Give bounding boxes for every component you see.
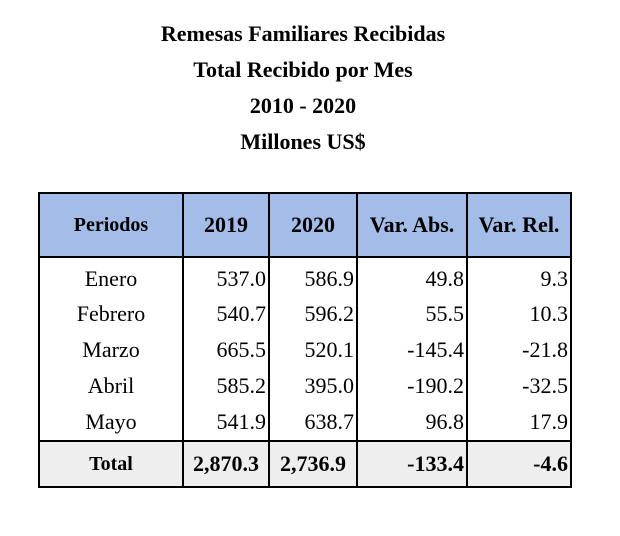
cell-2019: 541.9: [182, 404, 270, 441]
table-row: Febrero 540.7 596.2 55.5 10.3: [38, 296, 572, 332]
cell-var-rel: 17.9: [466, 404, 572, 441]
total-2020: 2,736.9: [268, 440, 358, 488]
header-var-abs: Var. Abs.: [356, 192, 468, 258]
total-var-rel: -4.6: [466, 440, 572, 488]
cell-2020: 520.1: [268, 332, 358, 368]
header-2019: 2019: [182, 192, 270, 258]
cell-var-abs: -145.4: [356, 332, 468, 368]
row-label: Mayo: [38, 404, 184, 441]
row-label: Marzo: [38, 332, 184, 368]
total-var-abs: -133.4: [356, 440, 468, 488]
cell-var-rel: 10.3: [466, 296, 572, 332]
cell-var-rel: -32.5: [466, 368, 572, 404]
total-row: Total 2,870.3 2,736.9 -133.4 -4.6: [38, 440, 572, 488]
table-row: Abril 585.2 395.0 -190.2 -32.5: [38, 368, 572, 404]
document-title-block: Remesas Familiares Recibidas Total Recib…: [0, 16, 606, 160]
cell-var-abs: 55.5: [356, 296, 468, 332]
header-2020: 2020: [268, 192, 358, 258]
remesas-table: Periodos 2019 2020 Var. Abs. Var. Rel. E…: [38, 192, 572, 488]
cell-2019: 540.7: [182, 296, 270, 332]
cell-var-abs: -190.2: [356, 368, 468, 404]
cell-var-rel: -21.8: [466, 332, 572, 368]
table-row: Mayo 541.9 638.7 96.8 17.9: [38, 404, 572, 441]
total-2019: 2,870.3: [182, 440, 270, 488]
cell-2020: 638.7: [268, 404, 358, 441]
cell-var-rel: 9.3: [466, 257, 572, 296]
table-header-row: Periodos 2019 2020 Var. Abs. Var. Rel.: [38, 192, 572, 258]
table-row: Enero 537.0 586.9 49.8 9.3: [38, 257, 572, 296]
cell-2019: 585.2: [182, 368, 270, 404]
cell-var-abs: 49.8: [356, 257, 468, 296]
table-row: Marzo 665.5 520.1 -145.4 -21.8: [38, 332, 572, 368]
cell-2020: 586.9: [268, 257, 358, 296]
header-var-rel: Var. Rel.: [466, 192, 572, 258]
row-label: Abril: [38, 368, 184, 404]
title-line-1: Remesas Familiares Recibidas: [160, 21, 446, 46]
row-label: Febrero: [38, 296, 184, 332]
cell-2019: 665.5: [182, 332, 270, 368]
row-label: Enero: [38, 257, 184, 296]
cell-2020: 596.2: [268, 296, 358, 332]
title-line-3: 2010 - 2020: [249, 93, 357, 118]
title-line-4: Millones US$: [240, 129, 366, 154]
cell-2019: 537.0: [182, 257, 270, 296]
cell-2020: 395.0: [268, 368, 358, 404]
cell-var-abs: 96.8: [356, 404, 468, 441]
total-label: Total: [38, 440, 184, 488]
header-periodos: Periodos: [38, 192, 184, 258]
title-line-2: Total Recibido por Mes: [193, 57, 413, 82]
